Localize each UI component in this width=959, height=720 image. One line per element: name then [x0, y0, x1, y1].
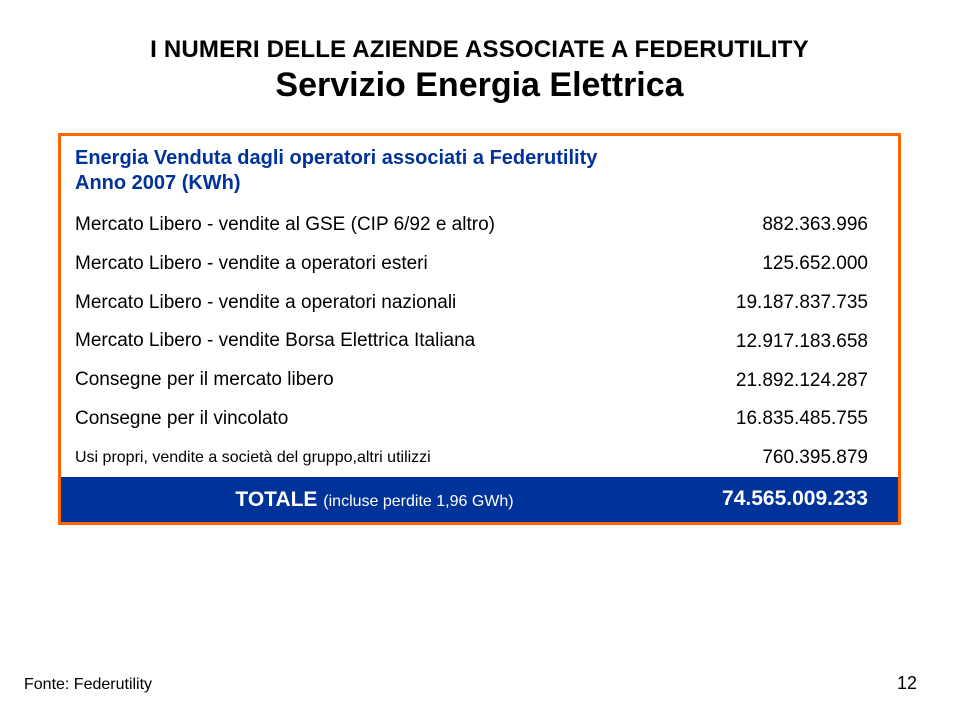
- row-value: 16.835.485.755: [688, 400, 898, 439]
- source-text: Fonte: Federutility: [24, 676, 152, 694]
- row-label: Consegne per il mercato libero: [61, 361, 688, 400]
- data-table: Energia Venduta dagli operatori associat…: [61, 136, 898, 522]
- table-row: Mercato Libero - vendite a operatori est…: [61, 245, 898, 284]
- total-label-cell: TOTALE (incluse perdite 1,96 GWh): [61, 477, 688, 522]
- row-value: 125.652.000: [688, 245, 898, 284]
- row-value: 760.395.879: [688, 439, 898, 477]
- page-title: Servizio Energia Elettrica: [58, 66, 901, 105]
- page-number: 12: [897, 673, 917, 694]
- row-label: Consegne per il vincolato: [61, 400, 688, 439]
- title-block: I NUMERI DELLE AZIENDE ASSOCIATE A FEDER…: [58, 36, 901, 105]
- row-value: 882.363.996: [688, 206, 898, 245]
- table-header: Energia Venduta dagli operatori associat…: [61, 136, 898, 206]
- table-header-line2: Anno 2007 (KWh): [75, 172, 241, 194]
- data-table-container: Energia Venduta dagli operatori associat…: [58, 133, 901, 525]
- total-paren: (incluse perdite 1,96 GWh): [323, 493, 513, 510]
- row-label: Usi propri, vendite a società del gruppo…: [61, 439, 688, 477]
- table-header-line1: Energia Venduta dagli operatori associat…: [75, 147, 597, 169]
- row-label: Mercato Libero - vendite al GSE (CIP 6/9…: [61, 206, 688, 245]
- page-overtitle: I NUMERI DELLE AZIENDE ASSOCIATE A FEDER…: [58, 36, 901, 64]
- table-total-row: TOTALE (incluse perdite 1,96 GWh) 74.565…: [61, 477, 898, 522]
- table-row: Consegne per il vincolato16.835.485.755: [61, 400, 898, 439]
- row-value: 21.892.124.287: [688, 361, 898, 400]
- table-row: Mercato Libero - vendite a operatori naz…: [61, 284, 898, 323]
- total-label: TOTALE: [235, 488, 317, 511]
- row-label: Mercato Libero - vendite a operatori naz…: [61, 284, 688, 323]
- row-label: Mercato Libero - vendite a operatori est…: [61, 245, 688, 284]
- table-row: Mercato Libero - vendite Borsa Elettrica…: [61, 322, 898, 361]
- table-row: Usi propri, vendite a società del gruppo…: [61, 439, 898, 477]
- row-label: Mercato Libero - vendite Borsa Elettrica…: [61, 322, 688, 361]
- total-value: 74.565.009.233: [688, 477, 898, 522]
- row-value: 12.917.183.658: [688, 322, 898, 361]
- table-row: Consegne per il mercato libero21.892.124…: [61, 361, 898, 400]
- row-value: 19.187.837.735: [688, 284, 898, 323]
- table-row: Mercato Libero - vendite al GSE (CIP 6/9…: [61, 206, 898, 245]
